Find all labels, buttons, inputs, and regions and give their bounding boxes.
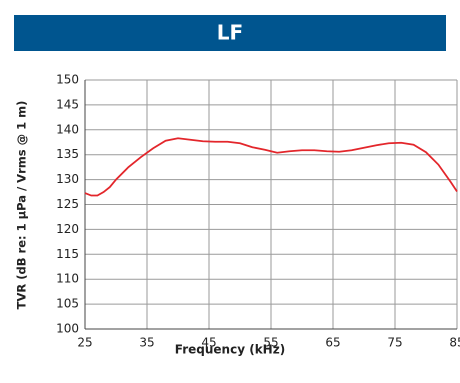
y-tick-label: 135 xyxy=(56,147,79,161)
x-tick-label: 65 xyxy=(325,336,340,350)
y-tick-label: 120 xyxy=(56,222,79,236)
x-tick-label: 35 xyxy=(139,336,154,350)
x-tick-label: 45 xyxy=(201,336,216,350)
x-tick-label: 25 xyxy=(77,336,92,350)
data-line xyxy=(84,137,458,197)
header-bar xyxy=(14,15,446,51)
y-tick-label: 140 xyxy=(56,122,79,136)
header-title: LF xyxy=(217,21,243,45)
y-tick-label: 150 xyxy=(56,73,79,87)
x-axis-label: Frequency (kHz) xyxy=(175,343,285,357)
x-tick-label: 55 xyxy=(263,336,278,350)
y-tick-label: 110 xyxy=(56,272,79,286)
y-tick-label: 100 xyxy=(56,322,79,336)
y-tick-label: 115 xyxy=(56,247,79,261)
y-tick-label: 130 xyxy=(56,172,79,186)
x-tick-label: 85 xyxy=(449,336,460,350)
y-axis-label: TVR (dB re: 1 µPa / Vrms @ 1 m) xyxy=(15,101,29,310)
y-tick-label: 105 xyxy=(56,297,79,311)
y-tick-label: 125 xyxy=(56,197,79,211)
x-tick-label: 75 xyxy=(387,336,402,350)
y-tick-label: 145 xyxy=(56,97,79,111)
